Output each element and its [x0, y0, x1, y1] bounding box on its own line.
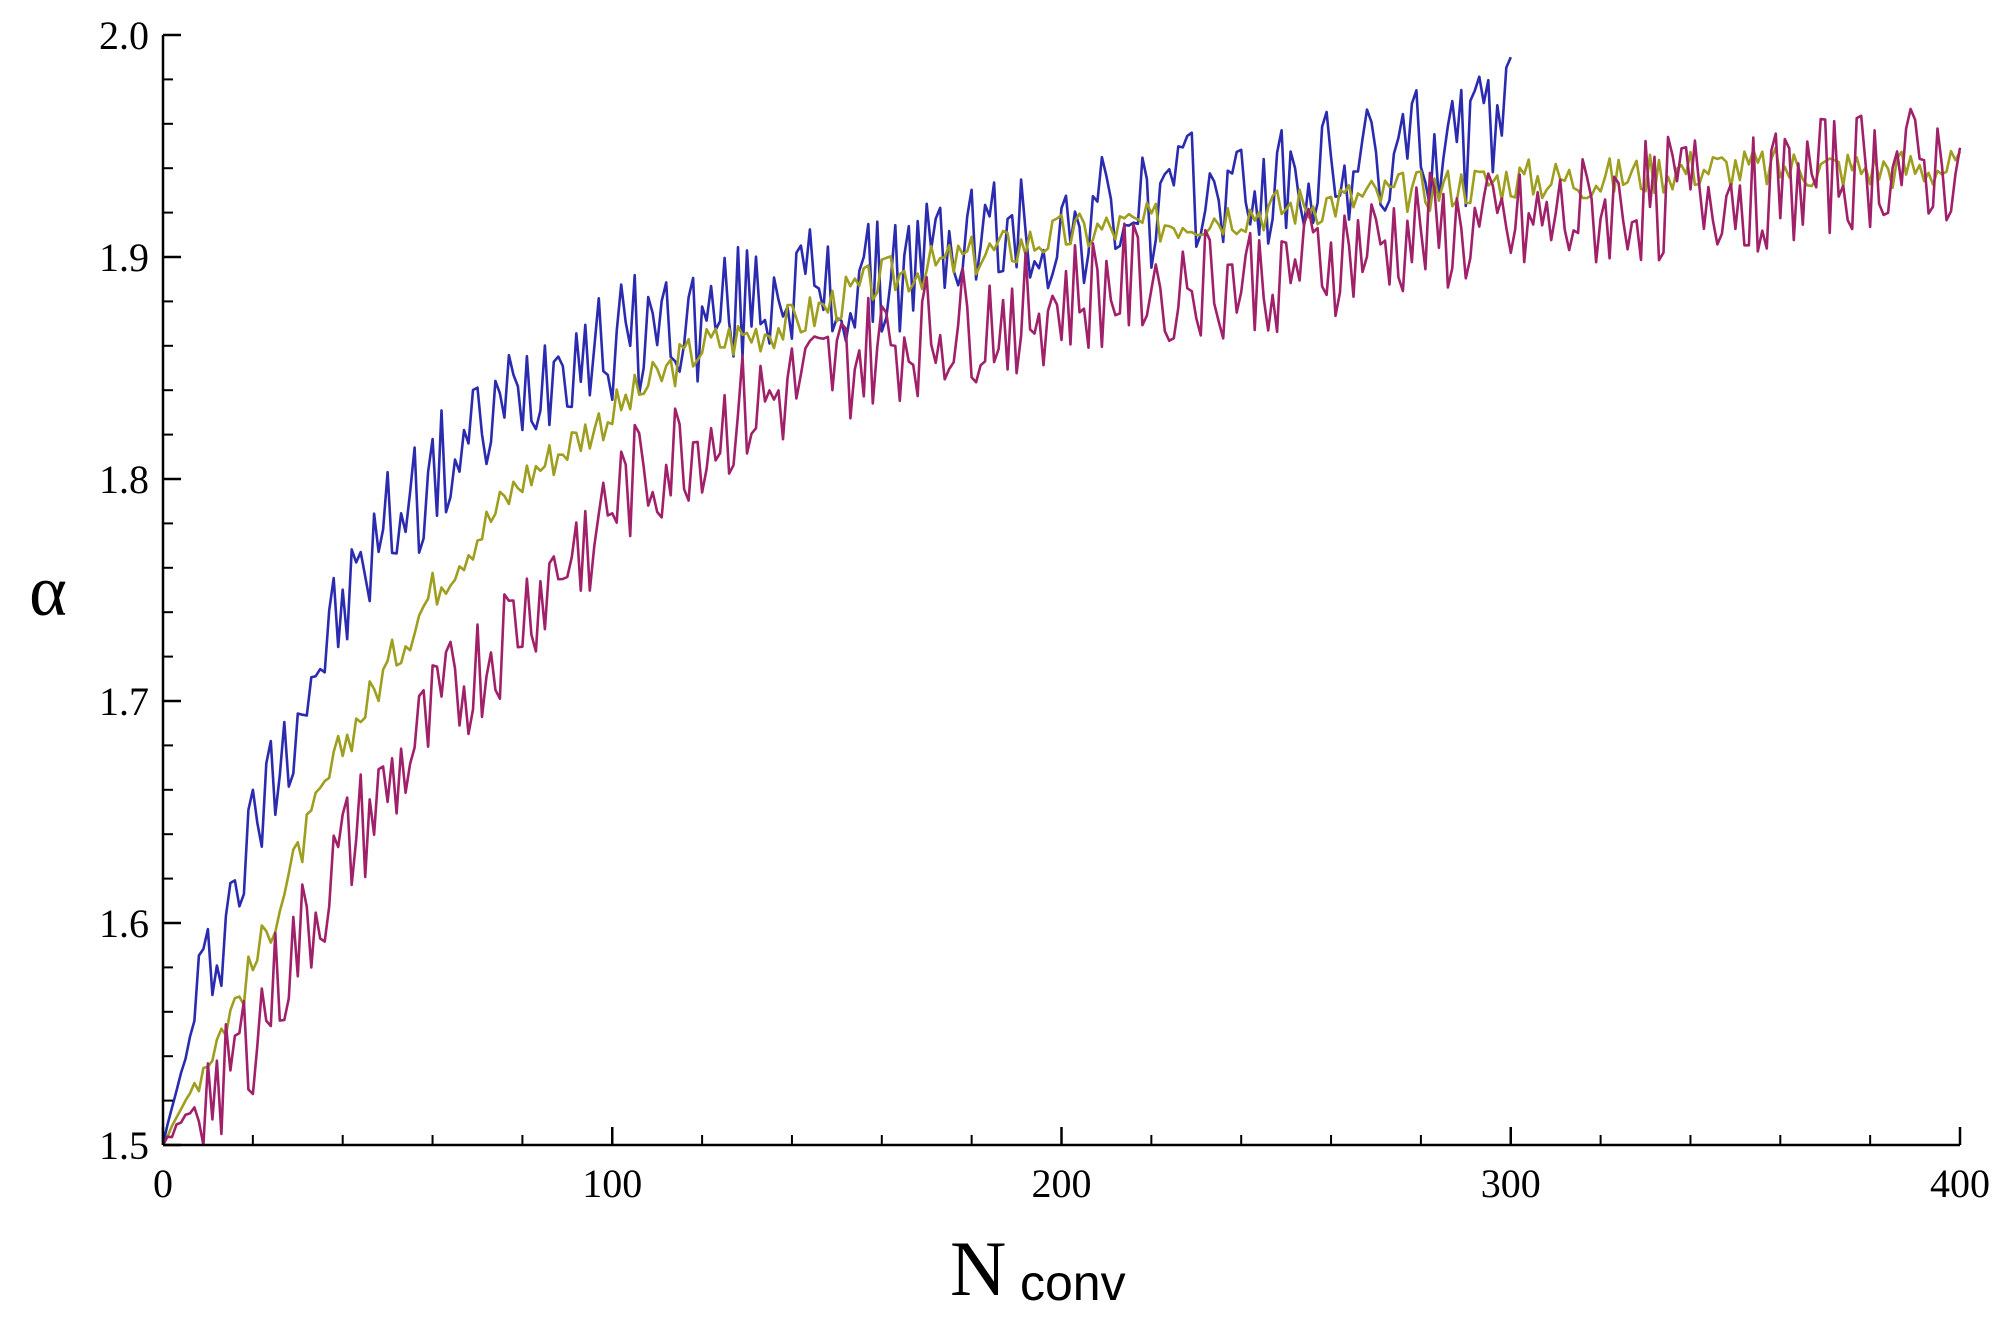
y-tick-label: 1.7 [99, 679, 149, 724]
y-tick-label: 1.9 [99, 235, 149, 280]
series-line-3 [161, 107, 1962, 1147]
series-line-2 [161, 146, 1962, 1146]
x-axis-label-subscript: conv [1020, 1255, 1126, 1311]
y-axis-label: α [29, 551, 67, 631]
x-tick-label: 0 [153, 1161, 173, 1206]
y-tick-label: 1.6 [99, 901, 149, 946]
axes-group [161, 33, 1962, 1147]
x-tick-label: 200 [1032, 1161, 1092, 1206]
series-line-1 [161, 56, 1512, 1146]
y-tick-label: 1.8 [99, 457, 149, 502]
x-tick-label: 300 [1481, 1161, 1541, 1206]
x-axis-label: N conv [950, 1225, 1126, 1312]
plot-series-group [161, 56, 1962, 1147]
x-axis-label-main: N [950, 1225, 1006, 1312]
x-tick-label: 400 [1930, 1161, 1990, 1206]
y-tick-label: 1.5 [99, 1123, 149, 1168]
x-tick-label: 100 [582, 1161, 642, 1206]
tick-labels-group: 0 100 200 300 400 1.5 1.6 1.7 1.8 1.9 2.0 [99, 13, 1990, 1206]
y-tick-label: 2.0 [99, 13, 149, 58]
